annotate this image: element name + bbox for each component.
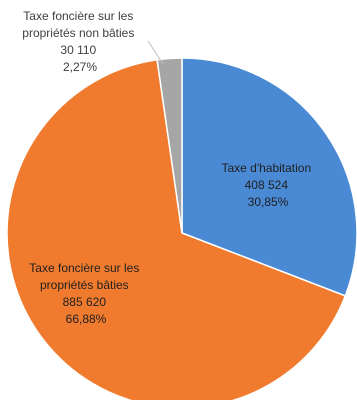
slice-name-habitation: Taxe d'habitation [221,161,311,175]
slice-label-non-baties: Taxe foncière sur les propriétés non bât… [22,9,137,74]
slice-value-habitation: 408 524 [245,178,289,192]
slice-value-non-baties: 30 110 [60,43,96,57]
slice-label-habitation: Taxe d'habitation 408 524 30,85% [221,161,314,209]
slice-label-baties: Taxe foncière sur les propriétés bâties … [29,261,142,326]
slice-percent-non-baties: 2,27% [63,60,97,74]
leader-line [147,40,164,65]
slice-value-baties: 885 620 [63,295,107,309]
slice-name-non-baties-line2: propriétés non bâties [22,26,134,40]
slice-name-non-baties-line1: Taxe foncière sur les [23,9,133,23]
slice-name-baties-line2: propriétés bâties [40,278,129,292]
slice-percent-habitation: 30,85% [248,195,289,209]
pie-slice-non-baties [156,57,183,234]
slice-name-baties-line1: Taxe foncière sur les [29,261,139,275]
slice-percent-baties: 66,88% [66,312,107,326]
pie-slice-habitation [181,57,357,297]
slice-labels: Taxe d'habitation 408 524 30,85% Taxe fo… [22,9,314,326]
pie-slices [6,57,357,400]
pie-slice-baties [6,58,347,400]
